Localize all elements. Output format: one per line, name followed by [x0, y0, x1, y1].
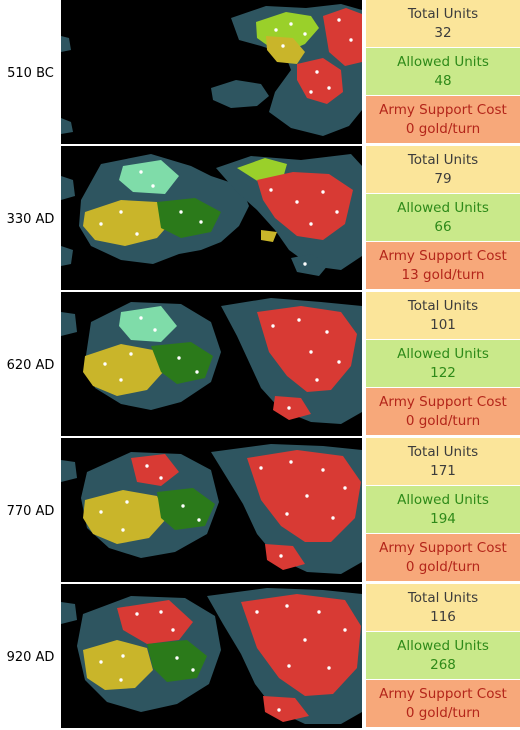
- allowed-units-label: Allowed Units: [397, 491, 489, 508]
- army-support-cost-box: Army Support Cost 0 gold/turn: [366, 680, 520, 727]
- allowed-units-box: Allowed Units 48: [366, 48, 520, 95]
- era-row: 920 AD Total Units 116 Allowed Units 268…: [0, 584, 520, 730]
- unit-stats: Total Units 101 Allowed Units 122 Army S…: [366, 292, 520, 438]
- total-units-value: 32: [434, 24, 452, 41]
- total-units-value: 171: [430, 462, 456, 479]
- territory-map-graphic: [61, 4, 362, 136]
- era-row: 770 AD Total Units 171 Allowed Units 194…: [0, 438, 520, 584]
- unit-stats: Total Units 116 Allowed Units 268 Army S…: [366, 584, 520, 730]
- army-support-cost-box: Army Support Cost 0 gold/turn: [366, 534, 520, 581]
- era-label: 510 BC: [7, 65, 54, 81]
- total-units-box: Total Units 171: [366, 438, 520, 485]
- total-units-box: Total Units 32: [366, 0, 520, 47]
- allowed-units-value: 194: [430, 510, 456, 527]
- total-units-label: Total Units: [407, 5, 479, 22]
- territory-map[interactable]: [61, 0, 362, 144]
- total-units-label: Total Units: [407, 297, 479, 314]
- army-support-cost-label: Army Support Cost: [379, 393, 507, 410]
- unit-stats: Total Units 171 Allowed Units 194 Army S…: [366, 438, 520, 584]
- total-units-value: 101: [430, 316, 456, 333]
- total-units-label: Total Units: [407, 151, 479, 168]
- territory-map[interactable]: [61, 146, 362, 290]
- era-label: 770 AD: [6, 503, 55, 519]
- territory-map-graphic: [61, 298, 362, 424]
- territory-map-graphic: [61, 444, 362, 574]
- army-support-cost-label: Army Support Cost: [379, 101, 507, 118]
- era-label: 330 AD: [6, 211, 55, 227]
- total-units-value: 116: [430, 608, 456, 625]
- army-support-cost-label: Army Support Cost: [379, 685, 507, 702]
- allowed-units-label: Allowed Units: [397, 345, 489, 362]
- era-row: 620 AD Total Units 101 Allowed Units 122…: [0, 292, 520, 438]
- total-units-label: Total Units: [407, 589, 479, 606]
- allowed-units-label: Allowed Units: [397, 199, 489, 216]
- allowed-units-value: 66: [434, 218, 452, 235]
- allowed-units-box: Allowed Units 268: [366, 632, 520, 679]
- unit-stats: Total Units 32 Allowed Units 48 Army Sup…: [366, 0, 520, 146]
- army-support-cost-value: 0 gold/turn: [405, 412, 481, 429]
- total-units-label: Total Units: [407, 443, 479, 460]
- army-support-cost-box: Army Support Cost 0 gold/turn: [366, 388, 520, 435]
- army-support-cost-box: Army Support Cost 0 gold/turn: [366, 96, 520, 143]
- allowed-units-box: Allowed Units 194: [366, 486, 520, 533]
- territory-map-graphic: [61, 588, 362, 724]
- army-support-cost-value: 0 gold/turn: [405, 120, 481, 137]
- total-units-box: Total Units 116: [366, 584, 520, 631]
- territory-map-graphic: [61, 154, 362, 276]
- army-support-cost-box: Army Support Cost 13 gold/turn: [366, 242, 520, 289]
- territory-map[interactable]: [61, 438, 362, 582]
- allowed-units-value: 122: [430, 364, 456, 381]
- army-support-cost-value: 0 gold/turn: [405, 704, 481, 721]
- total-units-box: Total Units 79: [366, 146, 520, 193]
- era-label: 620 AD: [6, 357, 55, 373]
- army-support-cost-label: Army Support Cost: [379, 247, 507, 264]
- unit-stats: Total Units 79 Allowed Units 66 Army Sup…: [366, 146, 520, 292]
- era-row: 510 BC Total Units 32 Allowed Units 48 A…: [0, 0, 520, 146]
- total-units-box: Total Units 101: [366, 292, 520, 339]
- allowed-units-value: 48: [434, 72, 452, 89]
- allowed-units-box: Allowed Units 122: [366, 340, 520, 387]
- total-units-value: 79: [434, 170, 452, 187]
- era-row: 330 AD Total Units 79 Allowed Units 66 A…: [0, 146, 520, 292]
- army-support-cost-value: 0 gold/turn: [405, 558, 481, 575]
- army-support-cost-label: Army Support Cost: [379, 539, 507, 556]
- territory-map[interactable]: [61, 292, 362, 436]
- allowed-units-label: Allowed Units: [397, 637, 489, 654]
- allowed-units-box: Allowed Units 66: [366, 194, 520, 241]
- army-support-cost-value: 13 gold/turn: [401, 266, 485, 283]
- allowed-units-value: 268: [430, 656, 456, 673]
- allowed-units-label: Allowed Units: [397, 53, 489, 70]
- territory-map[interactable]: [61, 584, 362, 728]
- era-label: 920 AD: [6, 649, 55, 665]
